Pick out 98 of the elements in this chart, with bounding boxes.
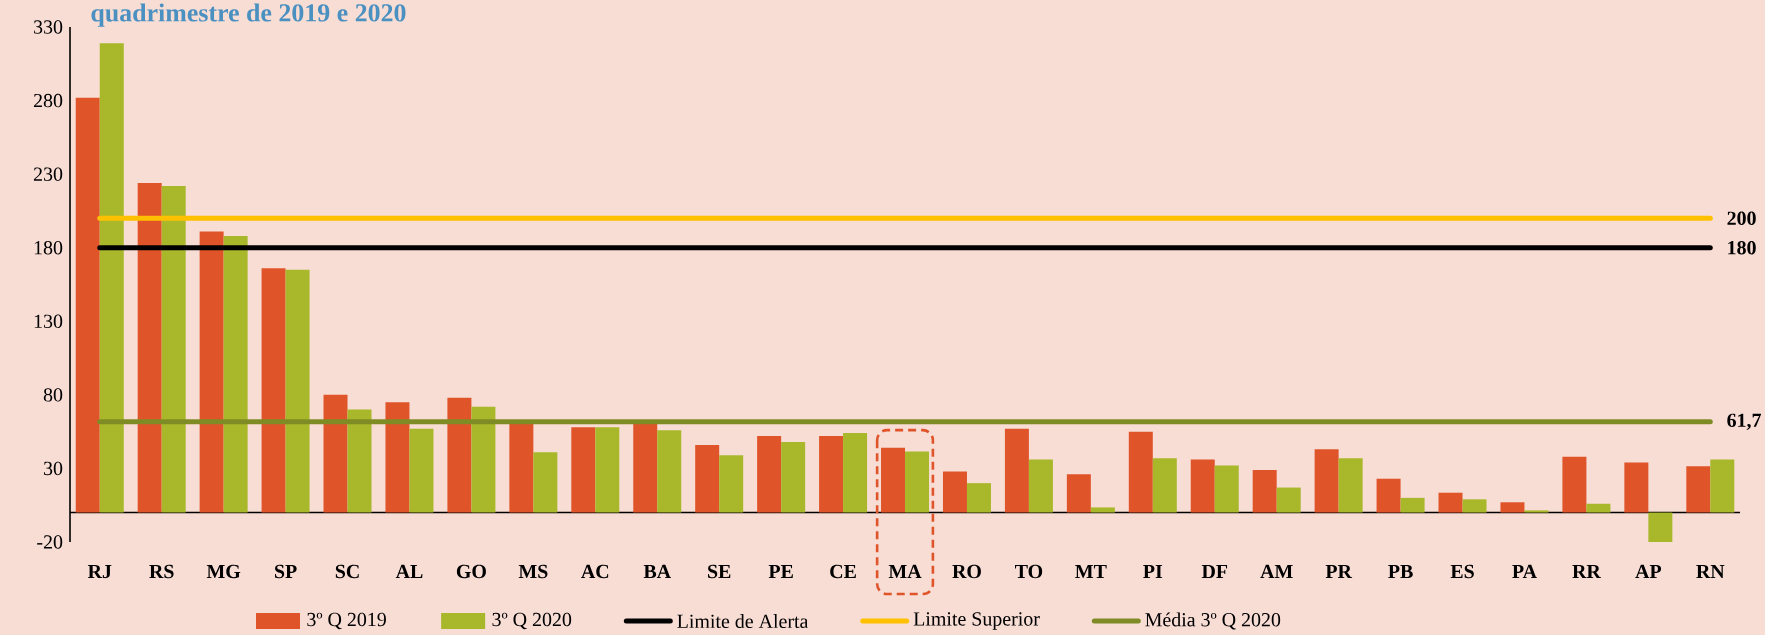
- bar: [571, 427, 596, 513]
- y-tick-label: 280: [33, 93, 63, 108]
- bar: [261, 268, 286, 513]
- bar: [905, 451, 930, 513]
- x-tick-label: RN: [1696, 564, 1725, 578]
- bar: [75, 97, 100, 513]
- x-tick-label: DF: [1201, 564, 1228, 579]
- bar: [533, 452, 558, 513]
- bar: [471, 406, 496, 513]
- x-tick-label: MS: [518, 564, 548, 579]
- legend-label: Limite Superior: [913, 612, 1040, 630]
- x-tick-label: SC: [335, 564, 359, 579]
- bar: [695, 444, 720, 513]
- x-tick-label: RJ: [87, 564, 112, 579]
- bar: [1190, 459, 1215, 513]
- legend-label: Média 3º Q 2020: [1145, 612, 1281, 630]
- bar: [1524, 510, 1549, 513]
- x-tick-label: CE: [830, 564, 856, 579]
- bar: [323, 394, 348, 513]
- chart-title: quadrimestre de 2019 e 2020: [91, 3, 406, 27]
- text: 200: [1727, 211, 1756, 225]
- bar: [1252, 469, 1277, 513]
- text: 61,7: [1727, 413, 1762, 430]
- x-tick-label: ES: [1450, 564, 1474, 579]
- legend-label: 3º Q 2020: [492, 612, 572, 630]
- y-tick-label: 330: [34, 20, 63, 34]
- x-tick-label: PE: [768, 564, 793, 578]
- bar: [633, 421, 658, 513]
- x-tick-label: MA: [888, 564, 922, 578]
- y-tick-label: 180: [34, 240, 63, 255]
- bar: [1648, 512, 1673, 542]
- bar: [1276, 487, 1301, 513]
- x-tick-label: PA: [1512, 564, 1537, 578]
- x-tick-label: GO: [456, 564, 486, 579]
- bar: [137, 182, 162, 513]
- x-tick-label: RR: [1572, 564, 1601, 578]
- x-tick-label: RS: [149, 564, 174, 579]
- bar: [1562, 456, 1587, 513]
- x-tick-label: BA: [643, 564, 671, 579]
- bar: [881, 447, 906, 513]
- legend-label: 3º Q 2019: [307, 612, 386, 630]
- x-tick-label: MG: [206, 564, 241, 579]
- bar: [99, 43, 124, 513]
- bar: [285, 269, 310, 513]
- bar: [1710, 459, 1735, 513]
- bar: [1314, 449, 1339, 513]
- bar: [1462, 499, 1487, 513]
- x-tick-label: PB: [1388, 564, 1413, 579]
- bar: [347, 409, 372, 513]
- bar: [595, 427, 620, 513]
- x-tick-label: AM: [1260, 564, 1293, 578]
- y-tick-label: 80: [43, 388, 63, 402]
- bar: [757, 436, 782, 513]
- bar: [1128, 431, 1153, 513]
- bar: [1090, 507, 1115, 513]
- bar: [843, 433, 868, 513]
- bar: [1438, 492, 1463, 513]
- bar: [161, 185, 186, 513]
- x-tick-label: AL: [395, 564, 423, 578]
- bar: [1028, 459, 1053, 513]
- bar: [719, 455, 744, 513]
- bar: [1686, 466, 1711, 513]
- bar: [447, 397, 472, 513]
- bar: [1500, 502, 1525, 513]
- bar: [199, 231, 224, 513]
- y-tick-label: -20: [37, 535, 63, 549]
- bar: [942, 471, 967, 513]
- x-tick-label: SE: [708, 564, 731, 579]
- x-tick-label: RO: [952, 564, 981, 579]
- bar: [657, 430, 682, 513]
- bar: [1152, 458, 1177, 513]
- y-tick-label: 130: [34, 314, 63, 328]
- bar: [966, 483, 991, 513]
- bar: [385, 402, 410, 513]
- x-tick-label: PI: [1143, 564, 1163, 578]
- bar: [1214, 465, 1239, 513]
- x-tick-label: MT: [1075, 564, 1107, 578]
- bar: [1586, 503, 1611, 513]
- bar: [1004, 428, 1029, 513]
- x-tick-label: AC: [581, 564, 609, 579]
- x-tick-label: SP: [275, 564, 297, 579]
- x-tick-label: TO: [1015, 564, 1043, 579]
- bar: [1400, 497, 1425, 513]
- bar: [781, 441, 806, 513]
- legend-label: Limite de Alerta: [677, 613, 809, 628]
- bar: [1624, 462, 1649, 513]
- y-tick-label: 230: [33, 167, 63, 181]
- bar: [1338, 458, 1363, 513]
- bar: [409, 428, 434, 513]
- y-tick-label: 30: [44, 461, 63, 476]
- x-tick-label: AP: [1635, 564, 1662, 578]
- bar: [819, 436, 844, 513]
- bar: [1376, 478, 1401, 513]
- bar: [223, 235, 248, 513]
- x-tick-label: PR: [1325, 564, 1353, 578]
- bar: [1066, 474, 1091, 513]
- text: 180: [1728, 240, 1756, 255]
- bar: [509, 421, 534, 513]
